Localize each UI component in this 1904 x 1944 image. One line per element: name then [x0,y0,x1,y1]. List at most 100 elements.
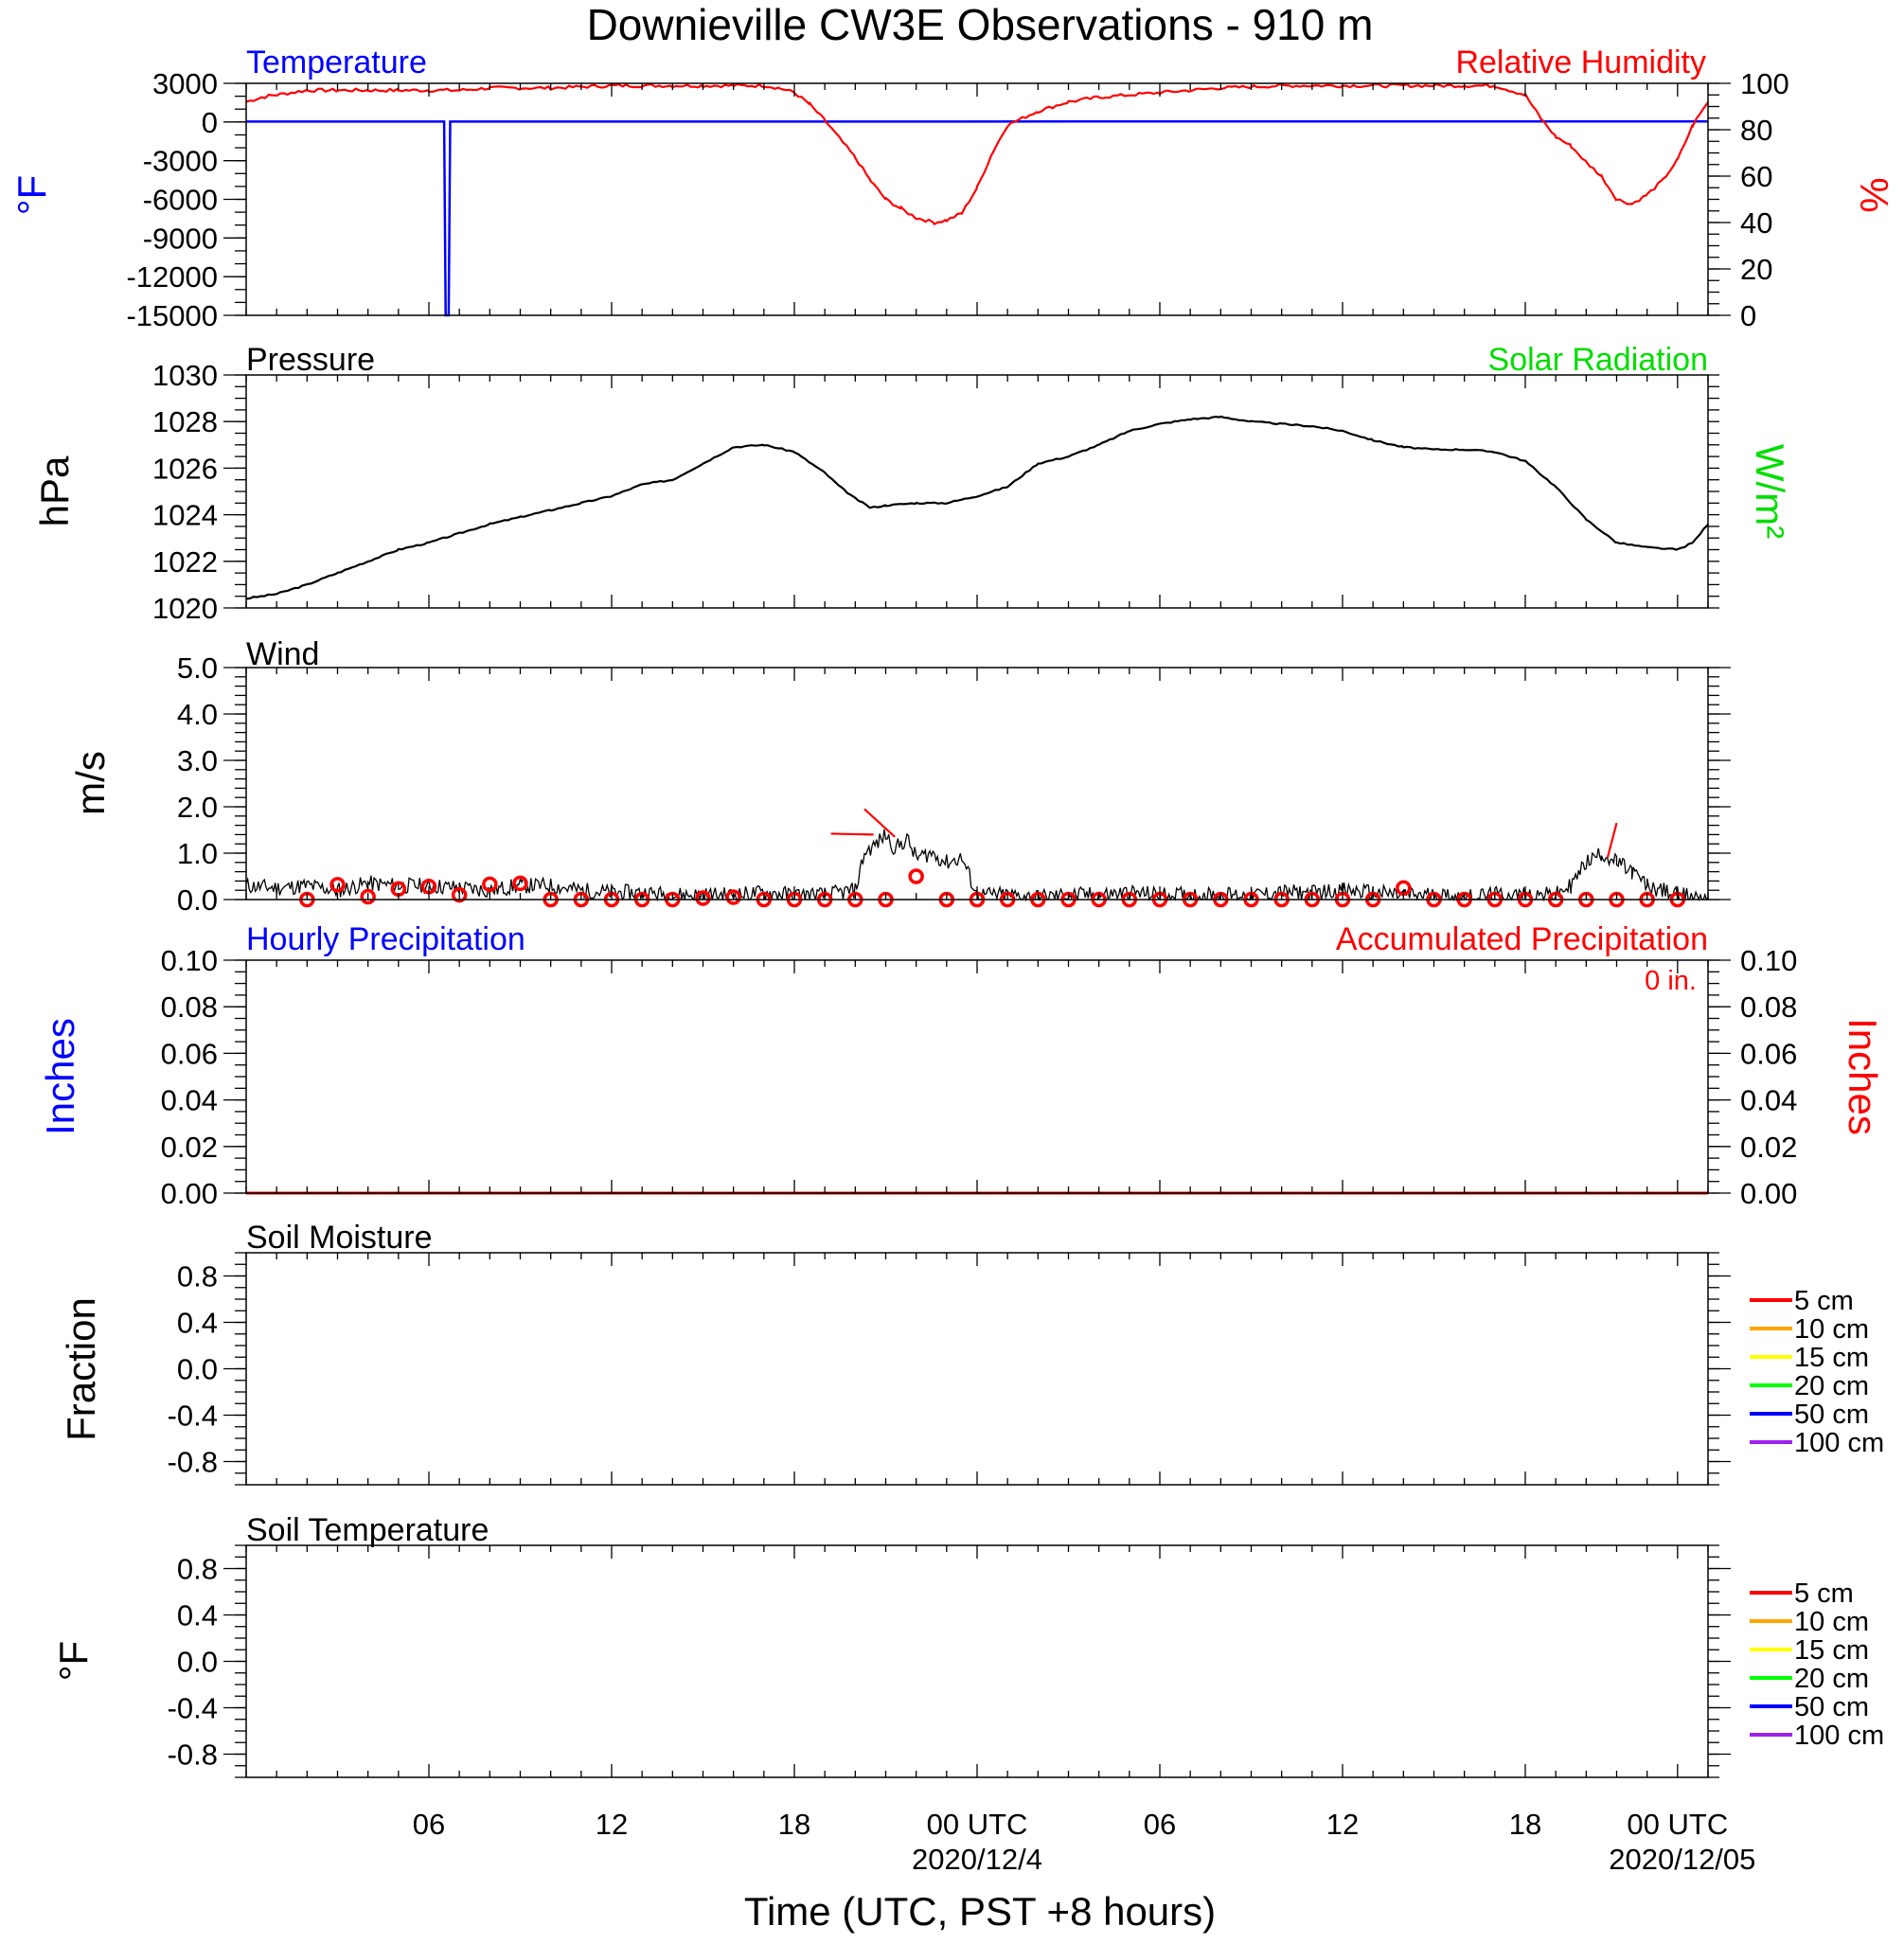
wind-panel: Wind m/s 5.0 4.0 3.0 2.0 1.0 0.0 [68,636,1731,917]
hourly-precip-unit: Inches [38,1018,82,1135]
legend-label: 10 cm [1794,1607,1869,1637]
soil-moisture-panel: Soil Moisture Fraction 0.8 0.4 0.0 -0.4 -0.8… [59,1220,1884,1486]
y-tick-label: 4.0 [177,698,218,731]
x-tick-label: 12 [596,1808,628,1841]
y-tick-label: -3000 [143,145,218,178]
y-tick-label: 0.8 [177,1260,218,1293]
legend-label: 5 cm [1794,1286,1854,1316]
y-tick-label: 1026 [152,452,218,485]
wind-marker [360,888,376,905]
wind-frame [245,667,1709,901]
y-tick-label: 1028 [152,405,218,438]
y-right-tick-label: 20 [1740,253,1772,286]
accum-precip-total: 0 in. [1645,966,1697,996]
chart-title: Downieville CW3E Observations - 910 m [587,0,1374,49]
y-right-tick-label: 0.02 [1740,1131,1797,1164]
wind-unit: m/s [68,751,113,815]
legend-label: 100 cm [1794,1721,1884,1751]
y-right-tick-label: 0.08 [1740,990,1797,1024]
soil-moisture-title: Soil Moisture [246,1220,433,1256]
humidity-line [245,82,1710,225]
y-tick-label: 0 [202,106,218,139]
wind-marker [329,877,346,893]
wind-marker [512,875,528,892]
accum-precip-title: Accumulated Precipitation [1336,921,1708,957]
soil-temperature-unit: °F [51,1641,96,1681]
y-tick-label: -15000 [126,299,218,332]
x-date-label: 2020/12/4 [912,1843,1042,1876]
precipitation-panel: Hourly Precipitation Accumulated Precipi… [38,921,1885,1210]
precipitation-frame [245,959,1709,1194]
x-tick-label: 00 UTC [1627,1808,1728,1841]
y-right-tick-label: 60 [1740,160,1772,193]
wind-barb [830,832,874,836]
y-tick-label: 0.08 [161,990,218,1024]
legend-label: 15 cm [1794,1343,1869,1373]
legend-label: 50 cm [1794,1692,1869,1722]
y-tick-label: 0.04 [161,1084,218,1117]
soil-temperature-title: Soil Temperature [246,1512,489,1548]
y-tick-label: -0.4 [168,1400,218,1433]
y-right-tick-label: 0.04 [1740,1084,1797,1117]
hourly-precip-title: Hourly Precipitation [246,921,525,957]
y-right-tick-label: 100 [1740,67,1789,100]
wind-marker [451,886,468,903]
y-tick-label: 0.8 [177,1553,218,1586]
pressure-frame [245,374,1709,609]
wind-title: Wind [246,636,319,672]
legend-label: 15 cm [1794,1635,1869,1666]
x-tick-label: 00 UTC [927,1808,1028,1841]
y-tick-label: 0.06 [161,1037,218,1070]
soil-temperature-frame [245,1544,1709,1778]
y-tick-label: 1020 [152,592,218,625]
y-tick-label: 5.0 [177,651,218,685]
legend-label: 20 cm [1794,1371,1869,1401]
solar-title: Solar Radiation [1488,342,1708,378]
y-tick-label: 2.0 [177,791,218,824]
temperature-humidity-panel: Temperature Relative Humidity °F % 3000 0… [9,45,1896,332]
y-tick-label: 0.0 [177,1353,218,1386]
x-tick-label: 18 [1509,1808,1541,1841]
legend-label: 20 cm [1794,1664,1869,1694]
y-right-tick-label: 0 [1740,299,1756,332]
solar-unit: W/m² [1748,444,1792,539]
humidity-unit: % [1852,177,1896,212]
humidity-title: Relative Humidity [1455,45,1706,80]
y-right-tick-label: 80 [1740,114,1772,147]
y-right-tick-label: 40 [1740,206,1772,240]
y-tick-label: 0.10 [161,944,218,977]
wind-marker [725,889,741,905]
wind-marker [908,868,924,884]
legend-label: 10 cm [1794,1314,1869,1345]
y-tick-label: -0.4 [168,1692,218,1725]
accum-precip-unit: Inches [1841,1018,1885,1135]
x-tick-label: 18 [778,1808,810,1841]
pressure-unit: hPa [32,455,77,526]
y-tick-label: -9000 [143,222,218,255]
y-tick-label: 0.00 [161,1177,218,1210]
pressure-panel: Pressure Solar Radiation hPa W/m² 1030 10… [32,342,1792,625]
temperature-unit: °F [9,175,54,215]
y-tick-label: 0.02 [161,1131,218,1164]
y-tick-label: -12000 [126,260,218,294]
soil-moisture-frame [245,1252,1709,1486]
y-tick-label: 0.0 [177,883,218,917]
legend-label: 5 cm [1794,1578,1854,1609]
y-tick-label: -0.8 [168,1446,218,1479]
wind-barb [1606,822,1618,859]
temperature-title: Temperature [246,45,427,80]
x-date-label: 2020/12/05 [1609,1843,1755,1876]
y-right-tick-label: 0.00 [1740,1177,1797,1210]
y-tick-label: 3000 [152,67,218,100]
y-tick-label: 1022 [152,545,218,579]
wind-marker [482,876,498,893]
temperature-humidity-frame [245,82,1709,316]
wind-marker [695,890,711,906]
y-right-tick-label: 0.06 [1740,1037,1797,1070]
y-tick-label: 1024 [152,499,218,532]
soil-temperature-panel: Soil Temperature °F 0.8 0.4 0.0 -0.4 -0.8 5 … [51,1512,1884,1778]
soil-moisture-unit: Fraction [59,1297,103,1441]
y-tick-label: 0.0 [177,1646,218,1679]
